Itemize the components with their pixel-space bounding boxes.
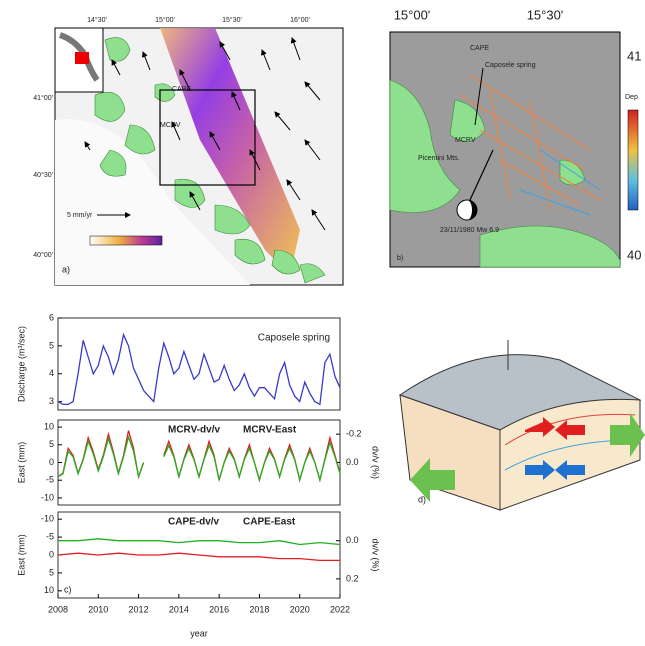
lat-label: 40°30'	[33, 171, 53, 179]
x-tick-label: 2014	[169, 604, 189, 614]
y2-tick-label: 0.2	[346, 573, 359, 583]
lon-label: 16°00'	[290, 16, 310, 24]
legend-label: Caposele spring	[258, 333, 330, 344]
y-tick-label: 10	[44, 585, 54, 595]
y2-tick-label: -0.2	[346, 429, 362, 439]
y2-tick-label: 0.0	[346, 457, 359, 467]
lon-label: 15°30'	[527, 7, 564, 22]
colorbar	[90, 236, 162, 245]
y2-axis-label: dv/v (%)	[371, 446, 381, 479]
y-tick-label: -5	[46, 531, 54, 541]
lon-label: 14°30'	[87, 16, 107, 24]
station-label: MCRV	[455, 137, 476, 144]
y-tick-label: 5	[49, 439, 54, 449]
colorbar	[628, 110, 638, 210]
lon-label: 15°00'	[394, 7, 431, 22]
series-line	[58, 539, 340, 545]
series-line	[58, 335, 340, 405]
y-axis-label: East (mm)	[16, 534, 26, 576]
y-tick-label: 10	[44, 421, 54, 431]
y2-axis-label: dv/v (%)	[371, 538, 381, 571]
y2-tick-label: 0.0	[346, 535, 359, 545]
lon-label: 15°00'	[155, 16, 175, 24]
colorbar-label: Dep	[625, 94, 638, 101]
station-label: CAPE	[470, 45, 489, 52]
legend-label: CAPE-dv/v	[168, 517, 220, 528]
panel-label: c)	[64, 584, 72, 594]
y-tick-label: 3	[49, 396, 54, 406]
map-b: 15°00' 15°30' 41 40 CAPE MCRV Caposele s…	[390, 7, 641, 267]
station-label: CAPE	[172, 86, 191, 93]
y-axis-label: East (mm)	[16, 442, 26, 484]
legend-label: MCRV-East	[243, 425, 297, 436]
series-line	[58, 553, 340, 560]
lat-label: 41°00'	[33, 94, 53, 102]
x-tick-label: 2008	[48, 604, 68, 614]
x-tick-label: 2018	[249, 604, 269, 614]
y-tick-label: -10	[41, 514, 54, 524]
diagram-d: d)	[400, 340, 645, 510]
y-tick-label: 0	[49, 549, 54, 559]
y-axis-label: Discharge (m³/sec)	[16, 326, 26, 402]
inset-area	[75, 52, 89, 64]
y-tick-label: 5	[49, 340, 54, 350]
y-tick-label: 5	[49, 567, 54, 577]
panel-label: a)	[62, 264, 70, 274]
panel-label: b)	[397, 255, 403, 262]
lon-label: 15°30'	[222, 16, 242, 24]
x-tick-label: 2020	[290, 604, 310, 614]
panel-label: d)	[418, 494, 426, 504]
y-tick-label: -10	[41, 492, 54, 502]
y-tick-label: 6	[49, 312, 54, 322]
lat-label: 40	[627, 247, 641, 262]
x-tick-label: 2016	[209, 604, 229, 614]
mountains-label: Picentini Mts.	[418, 155, 460, 162]
x-tick-label: 2022	[330, 604, 350, 614]
lat-label: 40°00'	[33, 251, 53, 259]
y-tick-label: -5	[46, 475, 54, 485]
lat-label: 41	[627, 48, 641, 63]
map-a: 14°30' 15°00' 15°30' 16°00' 41°00' 40°30…	[33, 16, 343, 285]
x-tick-label: 2010	[88, 604, 108, 614]
series-line	[58, 437, 340, 480]
x-axis-label: year	[190, 628, 208, 638]
spring-label: Caposele spring	[485, 62, 536, 69]
page: {"map_a": {"lon_labels": ["14°30'", "15°…	[0, 0, 645, 641]
figure: 14°30' 15°00' 15°30' 16°00' 41°00' 40°30…	[0, 0, 645, 641]
station-label: MCRV	[160, 122, 181, 129]
y-tick-label: 0	[49, 457, 54, 467]
scale-label: 5 mm/yr	[67, 212, 93, 219]
legend-label: CAPE-East	[243, 517, 296, 528]
event-label: 23/11/1980 Mw 6.9	[440, 227, 499, 234]
y-tick-label: 4	[49, 368, 54, 378]
x-tick-label: 2012	[129, 604, 149, 614]
legend-label: MCRV-dv/v	[168, 425, 220, 436]
